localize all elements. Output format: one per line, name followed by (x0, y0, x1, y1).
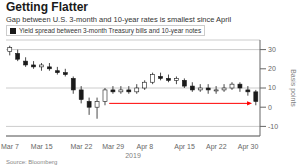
svg-text:-10: -10 (268, 123, 278, 130)
svg-text:Mar 7: Mar 7 (8, 143, 19, 150)
svg-text:10: 10 (268, 84, 276, 91)
html-text:Getting Flatter: Getting Flatter (6, 0, 88, 14)
svg-text:Mar 29: Mar 29 (102, 143, 124, 150)
svg-text:Mar 22: Mar 22 (71, 143, 93, 150)
html-text:Source: Bloomberg: Source: Bloomberg (6, 159, 58, 165)
svg-text:Mar 15: Mar 15 (31, 143, 53, 150)
html-text:Yield spread between 3-month T: Yield spread between 3-month Treasury bi… (19, 27, 202, 34)
svg-text:2019: 2019 (125, 152, 141, 158)
svg-text:Apr 30: Apr 30 (238, 143, 259, 151)
svg-text:Apr 15: Apr 15 (174, 143, 195, 151)
svg-text:Basis points: Basis points (289, 69, 292, 107)
svg-text:20: 20 (268, 65, 276, 72)
svg-text:0: 0 (268, 104, 272, 111)
svg-text:30: 30 (268, 46, 276, 53)
svg-text:Apr 22: Apr 22 (206, 143, 227, 151)
svg-text:Apr 8: Apr 8 (137, 143, 154, 151)
html-text:Gap between U.S. 3-month and 1: Gap between U.S. 3-month and 10-year rat… (6, 15, 232, 24)
